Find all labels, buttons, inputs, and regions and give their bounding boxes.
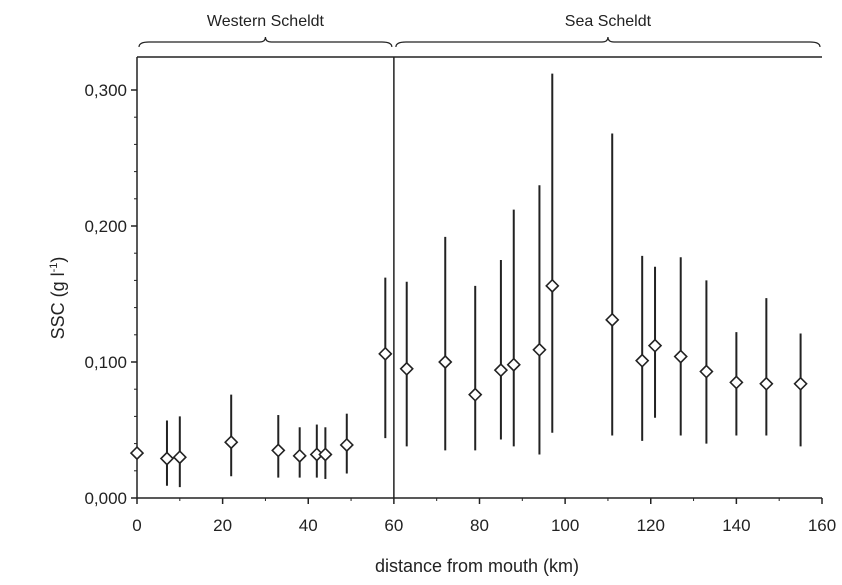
data-point-marker bbox=[532, 342, 547, 357]
region-brace bbox=[395, 36, 821, 48]
data-point-marker bbox=[793, 376, 808, 391]
tick-labels: 0,000 0,100 0,200 0,300 0 20 40 60 80 100 120 140 16… bbox=[84, 81, 836, 535]
x-tick-label: 0 bbox=[132, 516, 141, 535]
x-tick-label: 40 bbox=[299, 516, 318, 535]
y-tick-label: 0,200 bbox=[84, 217, 127, 236]
data-point-marker bbox=[318, 447, 333, 462]
data-point-marker bbox=[271, 443, 286, 458]
axes bbox=[131, 56, 823, 504]
x-axis-label: distance from mouth (km) bbox=[375, 556, 579, 576]
data-point-marker bbox=[647, 338, 663, 353]
region-braces: Western Scheldt Sea Scheldt bbox=[138, 13, 821, 48]
y-tick-label: 0,000 bbox=[84, 489, 127, 508]
region-label: Sea Scheldt bbox=[565, 13, 652, 30]
data-point-marker bbox=[545, 278, 560, 293]
error-bars bbox=[165, 73, 802, 488]
data-point-marker bbox=[468, 387, 483, 402]
data-point-marker bbox=[759, 376, 774, 391]
y-axis-label: SSC (g l-1) bbox=[48, 257, 68, 340]
data-point-marker bbox=[378, 346, 393, 361]
data-point-marker bbox=[399, 361, 414, 376]
data-point-marker bbox=[699, 364, 714, 379]
data-point-marker bbox=[339, 437, 354, 453]
data-point-marker bbox=[506, 357, 521, 372]
data-point-marker bbox=[493, 363, 509, 378]
data-point-marker bbox=[438, 354, 453, 370]
x-tick-label: 20 bbox=[213, 516, 232, 535]
y-axis-label-suffix: ) bbox=[48, 257, 68, 263]
data-point-marker bbox=[224, 435, 239, 450]
data-point-marker bbox=[605, 312, 620, 327]
data-point-marker bbox=[159, 451, 175, 466]
region-brace bbox=[138, 36, 393, 48]
data-point-marker bbox=[129, 445, 145, 461]
x-tick-label: 160 bbox=[808, 516, 836, 535]
data-point-marker bbox=[635, 353, 650, 368]
y-axis-label-sup: -1 bbox=[48, 263, 60, 273]
x-tick-label: 140 bbox=[722, 516, 750, 535]
data-point-marker bbox=[729, 375, 744, 390]
x-tick-label: 100 bbox=[551, 516, 579, 535]
y-tick-label: 0,100 bbox=[84, 353, 127, 372]
region-label: Western Scheldt bbox=[207, 13, 325, 30]
x-tick-label: 120 bbox=[637, 516, 665, 535]
data-point-marker bbox=[172, 450, 187, 465]
y-tick-label: 0,300 bbox=[84, 81, 127, 100]
data-point-marker bbox=[673, 349, 688, 364]
x-tick-label: 60 bbox=[384, 516, 403, 535]
data-points bbox=[129, 278, 808, 466]
y-axis-label-prefix: SSC (g l bbox=[48, 272, 68, 339]
data-point-marker bbox=[292, 448, 307, 463]
x-tick-label: 80 bbox=[470, 516, 489, 535]
